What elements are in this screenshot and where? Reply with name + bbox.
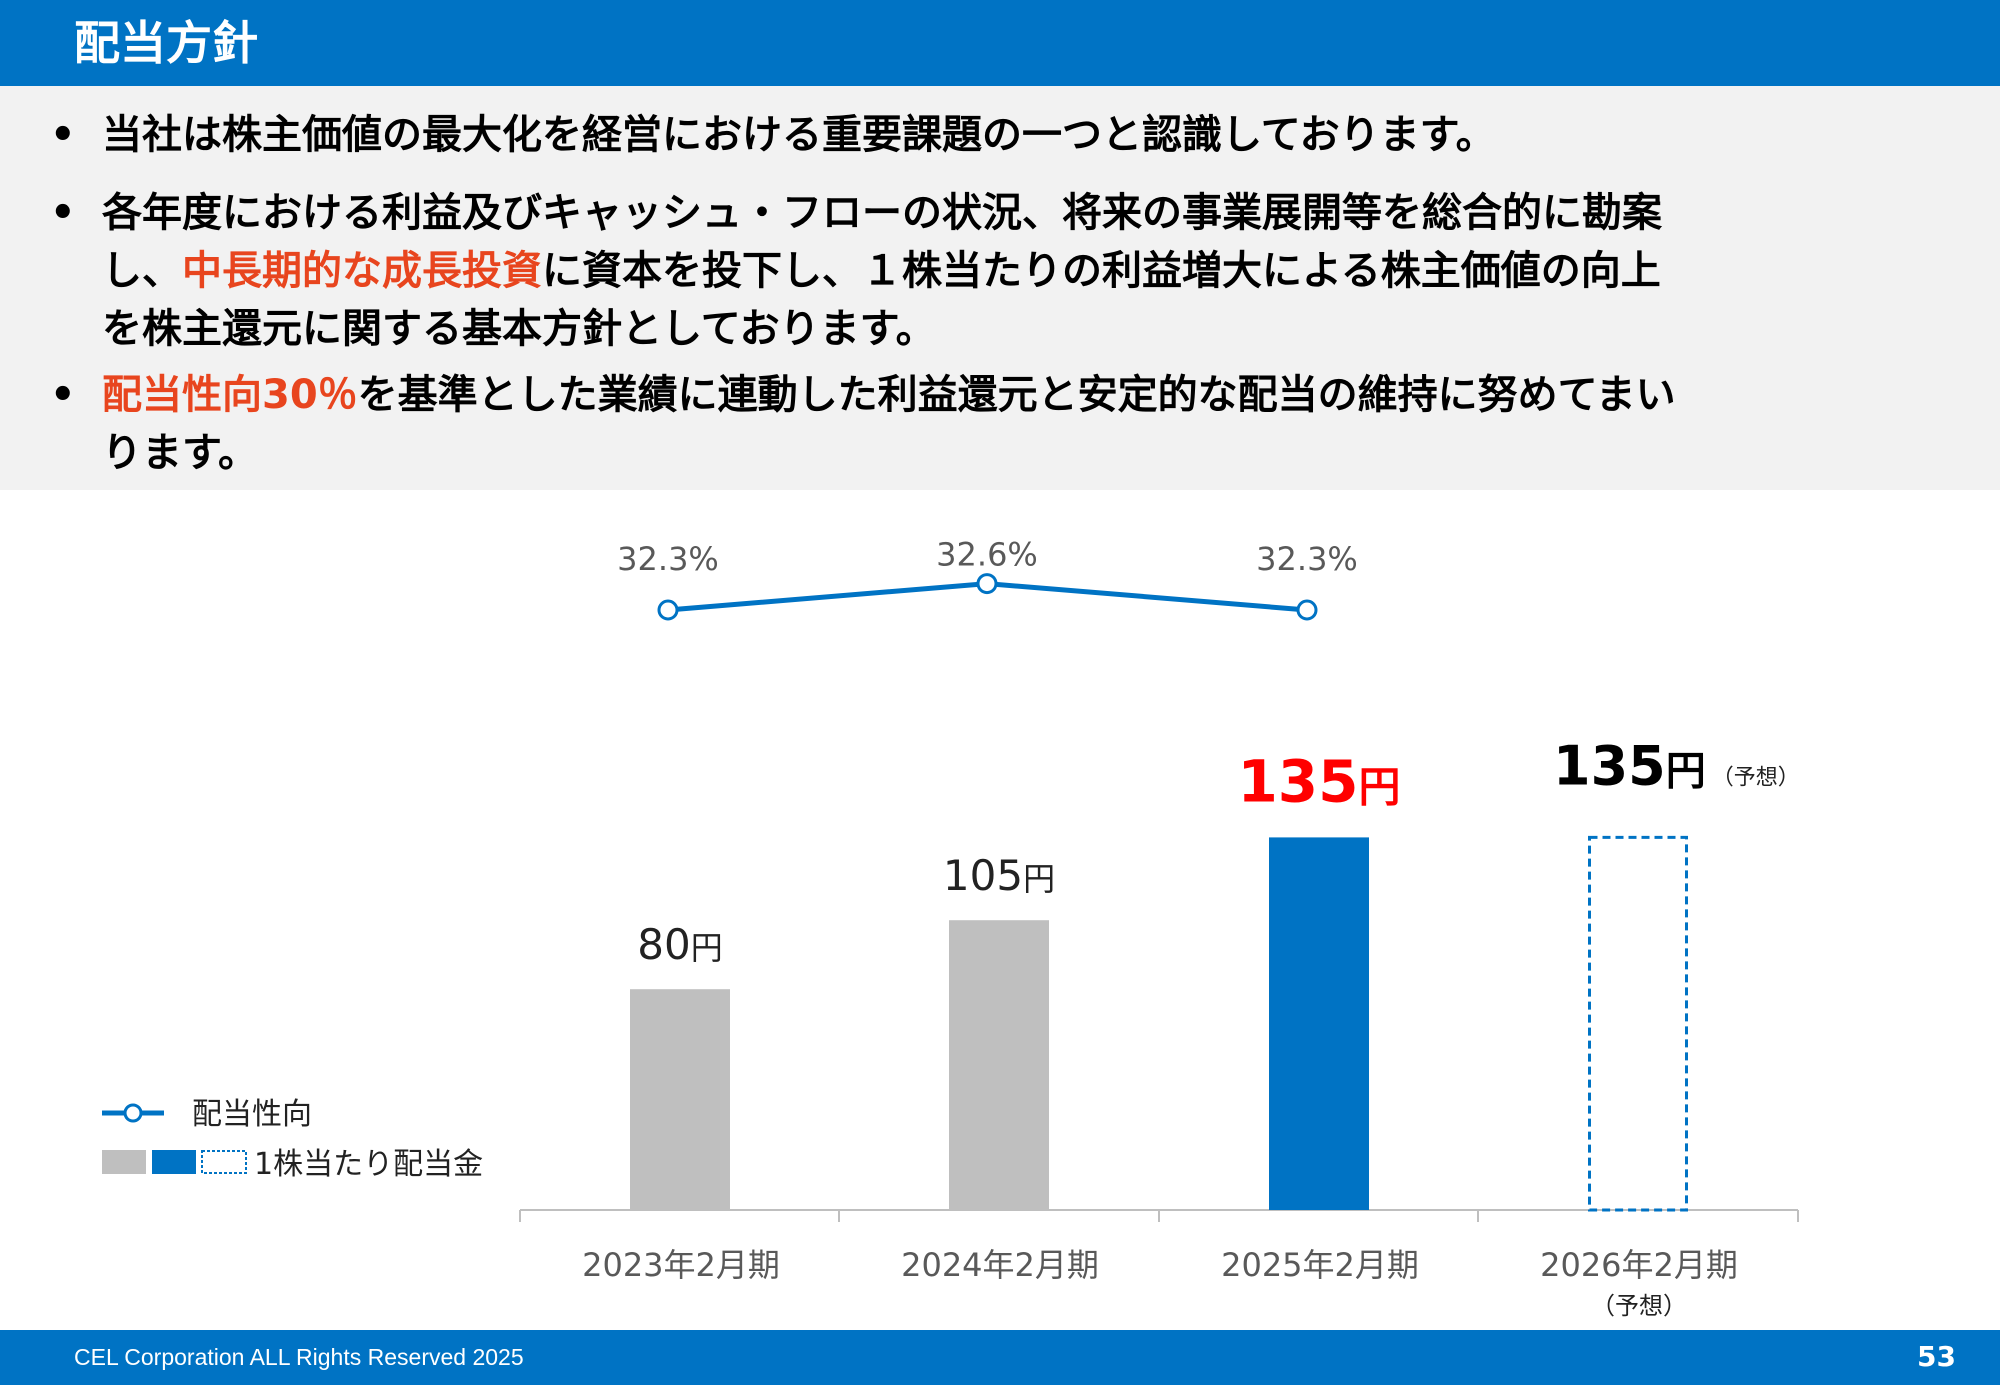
payout-ratio-label: 32.3% (1256, 540, 1358, 578)
page-title: 配当方針 (74, 16, 258, 70)
legend-label-payout: 配当性向 (192, 1097, 312, 1132)
bar-3 (1269, 837, 1369, 1210)
dividend-chart: 80円 105円 135円 135円 （予想） 2023年2月期 2024年2月期 2025年… (102, 536, 1800, 1320)
bar-1 (630, 989, 730, 1210)
payout-ratio-label: 32.6% (936, 536, 1038, 574)
bar-value-label: 105円 (943, 851, 1055, 900)
footer-bar: CEL Corporation ALL Rights Reserved 2025… (0, 1330, 2000, 1385)
legend-line-marker (123, 1103, 143, 1123)
bullet-2-line-2: し、中長期的な成長投資に資本を投下し、１株当たりの利益増大による株主価値の向上 (102, 248, 1661, 294)
x-tick-label: 2023年2月期 (582, 1246, 780, 1284)
page-number: 53 (1917, 1340, 1956, 1373)
bar-value-label: 135円 （予想） (1553, 734, 1800, 797)
copyright: CEL Corporation ALL Rights Reserved 2025 (74, 1344, 524, 1370)
policy-bullets: • 当社は株主価値の最大化を経営における重要課題の一つと認識しております。 • … (0, 86, 2000, 490)
legend-swatch-forecast (201, 1150, 247, 1174)
header-bar: 配当方針 (0, 0, 2000, 86)
bullet-3-line-2: ります。 (102, 430, 258, 476)
x-tick-label: 2024年2月期 (901, 1246, 1099, 1284)
x-tick-sublabel: （予想） (1591, 1292, 1687, 1320)
payout-ratio-point (1296, 599, 1318, 621)
bar-value-label: 135円 (1237, 747, 1400, 815)
bullet-dot: • (50, 190, 76, 236)
bullet-1-line-1: 当社は株主価値の最大化を経営における重要課題の一つと認識しております。 (102, 112, 1496, 158)
highlight-growth-investment: 中長期的な成長投資 (182, 248, 542, 294)
bullet-dot: • (50, 372, 76, 418)
x-tick-label: 2025年2月期 (1221, 1246, 1419, 1284)
x-tick-label: 2026年2月期 (1540, 1246, 1738, 1284)
highlight-payout-ratio: 配当性向30％ (102, 372, 358, 418)
legend-swatch-current (152, 1150, 196, 1174)
legend-swatch-past (102, 1150, 146, 1174)
bullet-3-line-1: 配当性向30％を基準とした業績に連動した利益還元と安定的な配当の維持に努めてまい (102, 372, 1676, 418)
bullet-dot: • (50, 112, 76, 158)
payout-ratio-label: 32.3% (617, 540, 719, 578)
payout-ratio-point (657, 599, 679, 621)
legend-label-dividend: 1株当たり配当金 (254, 1147, 483, 1182)
bullet-2-line-1: 各年度における利益及びキャッシュ・フローの状況、将来の事業展開等を総合的に勘案 (102, 190, 1662, 236)
bullet-2-line-3: を株主還元に関する基本方針としております。 (102, 306, 936, 352)
bar-forecast (1588, 835, 1688, 1212)
payout-ratio-point (976, 573, 998, 595)
bar-2 (949, 920, 1049, 1210)
bar-value-label: 80円 (637, 920, 722, 969)
